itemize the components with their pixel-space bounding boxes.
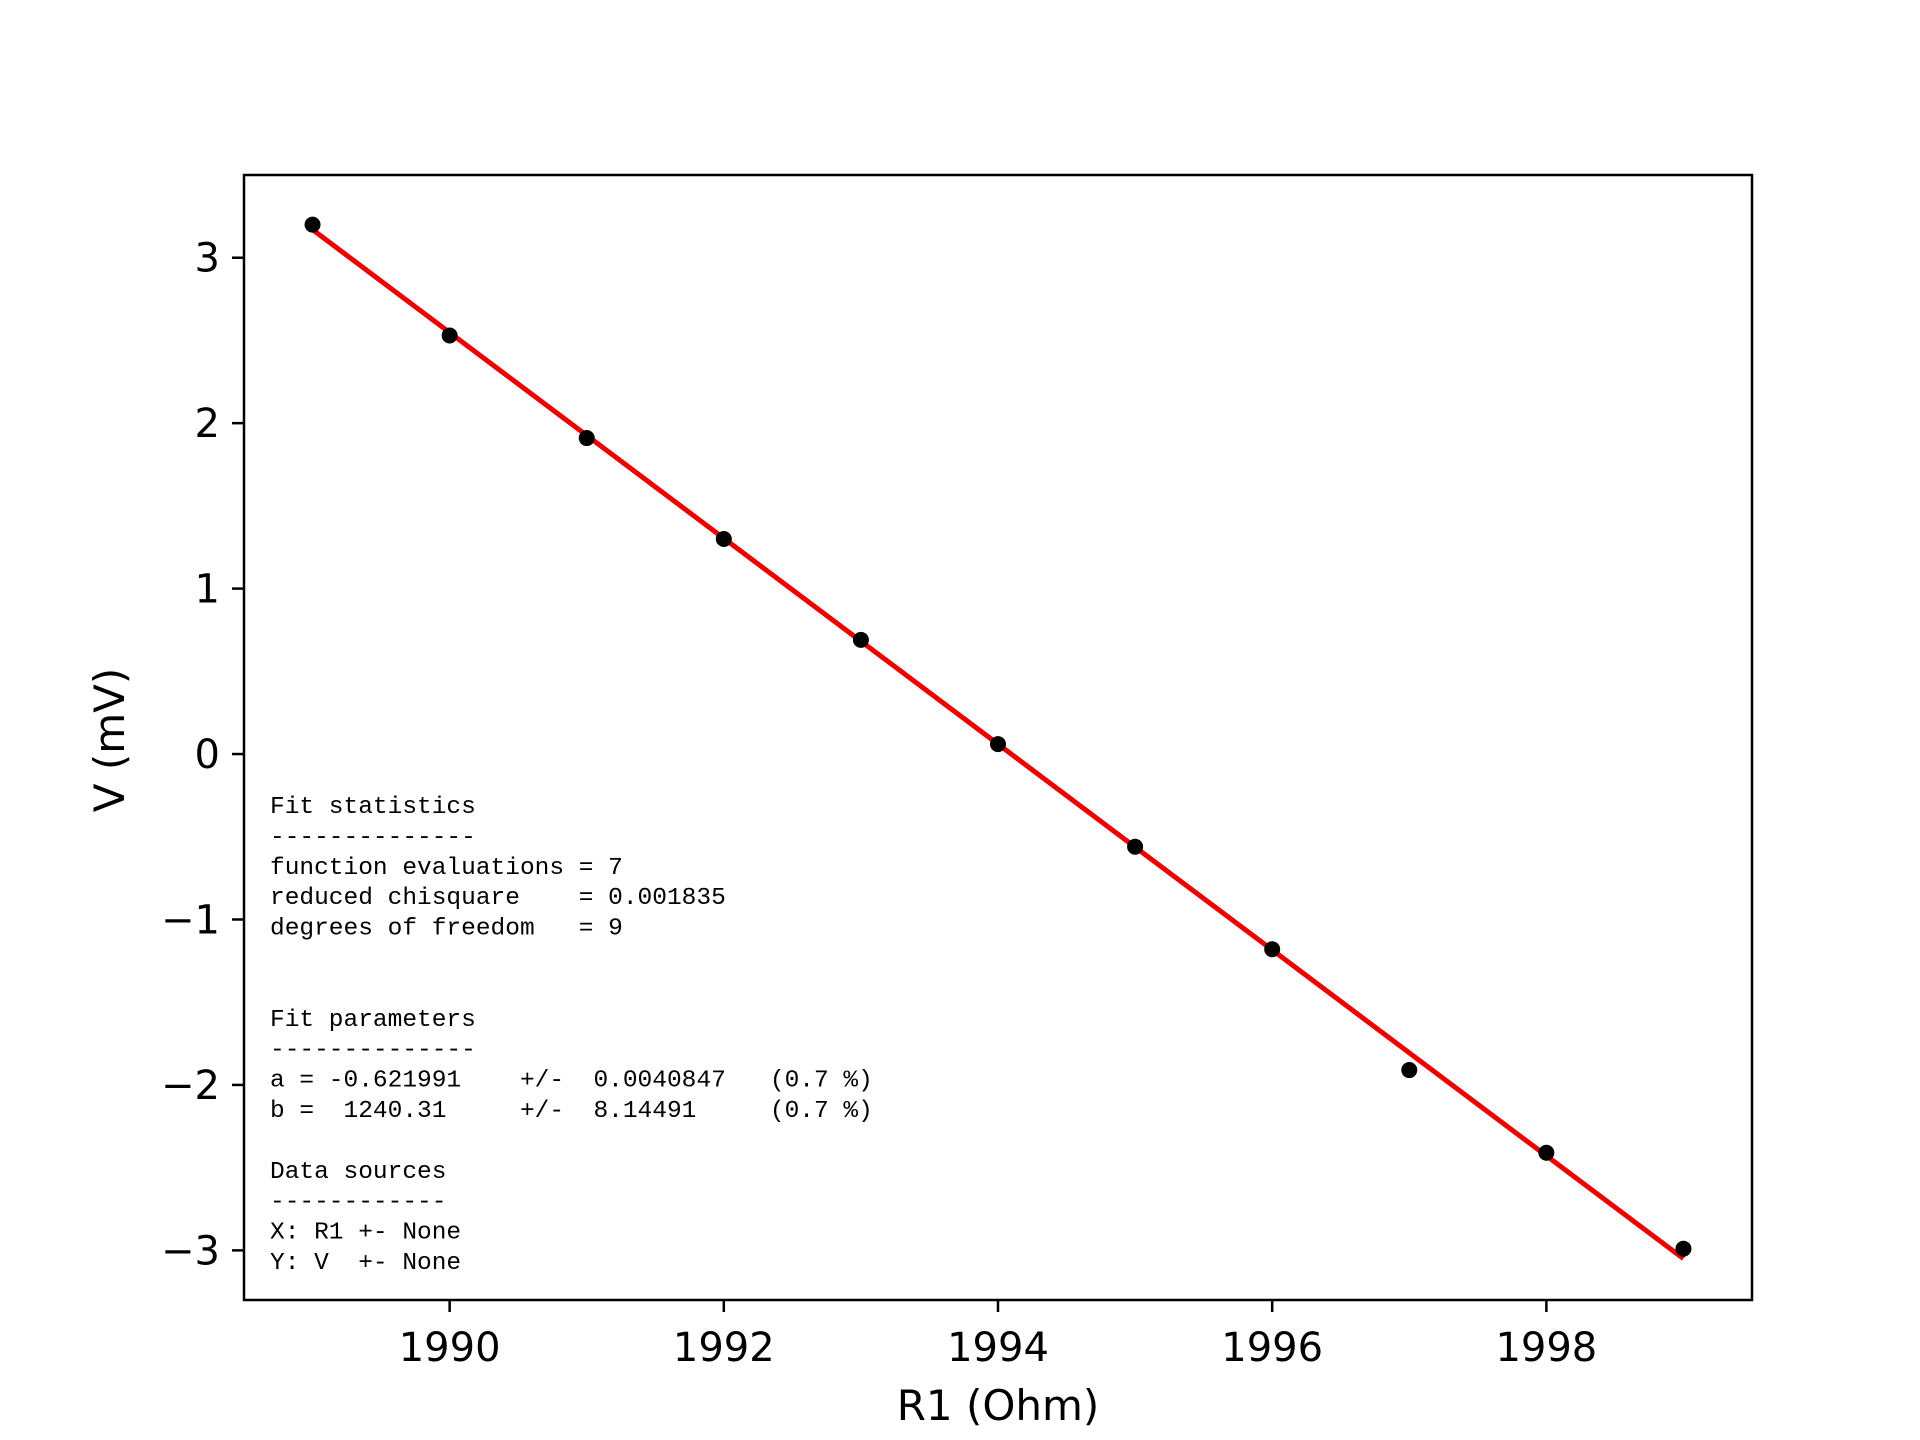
data-point bbox=[1127, 838, 1144, 855]
data-point bbox=[990, 736, 1006, 753]
fit-report-line: Y: V +- None bbox=[270, 1250, 461, 1277]
y-axis: 3 2 1 0 −1 −2 −3 bbox=[161, 236, 244, 1274]
data-point bbox=[578, 430, 595, 447]
data-point bbox=[1264, 941, 1281, 958]
fit-report-line: function evaluations = 7 bbox=[270, 855, 623, 882]
x-tick-label: 1994 bbox=[947, 1325, 1049, 1371]
x-tick-label: 1998 bbox=[1495, 1325, 1597, 1371]
y-tick-label: −1 bbox=[161, 897, 220, 943]
y-tick-label: −3 bbox=[161, 1228, 220, 1274]
y-axis-label: V (mV) bbox=[85, 668, 134, 813]
data-points-layer bbox=[304, 216, 1692, 1257]
fit-report-line: ------------ bbox=[270, 1189, 446, 1216]
data-point bbox=[1675, 1240, 1692, 1257]
fit-report: Fit statistics -------------- function eva… bbox=[270, 794, 873, 1277]
x-axis: 1990 1992 1994 1996 1998 bbox=[399, 1300, 1597, 1371]
fit-report-line: -------------- bbox=[270, 824, 476, 851]
fit-report-line: X: R1 +- None bbox=[270, 1220, 461, 1247]
fit-report-line: b = 1240.31 +/- 8.14491 (0.7 %) bbox=[270, 1098, 873, 1125]
data-point bbox=[441, 327, 458, 344]
fit-report-line: Data sources bbox=[270, 1159, 446, 1186]
data-point bbox=[852, 631, 869, 648]
fit-report-line: Fit statistics bbox=[270, 794, 476, 821]
data-point bbox=[304, 216, 321, 233]
fit-report-line: a = -0.621991 +/- 0.0040847 (0.7 %) bbox=[270, 1068, 873, 1095]
y-tick-label: 3 bbox=[195, 236, 220, 282]
fit-report-line: Fit parameters bbox=[270, 1007, 476, 1034]
y-tick-label: 0 bbox=[195, 732, 220, 778]
fit-report-line: degrees of freedom = 9 bbox=[270, 916, 623, 943]
y-tick-label: 1 bbox=[195, 567, 220, 613]
x-tick-label: 1990 bbox=[399, 1325, 501, 1371]
x-axis-label: R1 (Ohm) bbox=[897, 1381, 1100, 1430]
x-tick-label: 1992 bbox=[673, 1325, 775, 1371]
x-tick-label: 1996 bbox=[1221, 1325, 1323, 1371]
y-tick-label: −2 bbox=[161, 1063, 220, 1109]
data-point bbox=[715, 530, 732, 547]
fit-report-line: reduced chisquare = 0.001835 bbox=[270, 885, 726, 912]
y-tick-label: 2 bbox=[195, 401, 220, 447]
data-point bbox=[1401, 1062, 1418, 1079]
fit-report-line: -------------- bbox=[270, 1037, 476, 1064]
data-point bbox=[1538, 1144, 1555, 1161]
